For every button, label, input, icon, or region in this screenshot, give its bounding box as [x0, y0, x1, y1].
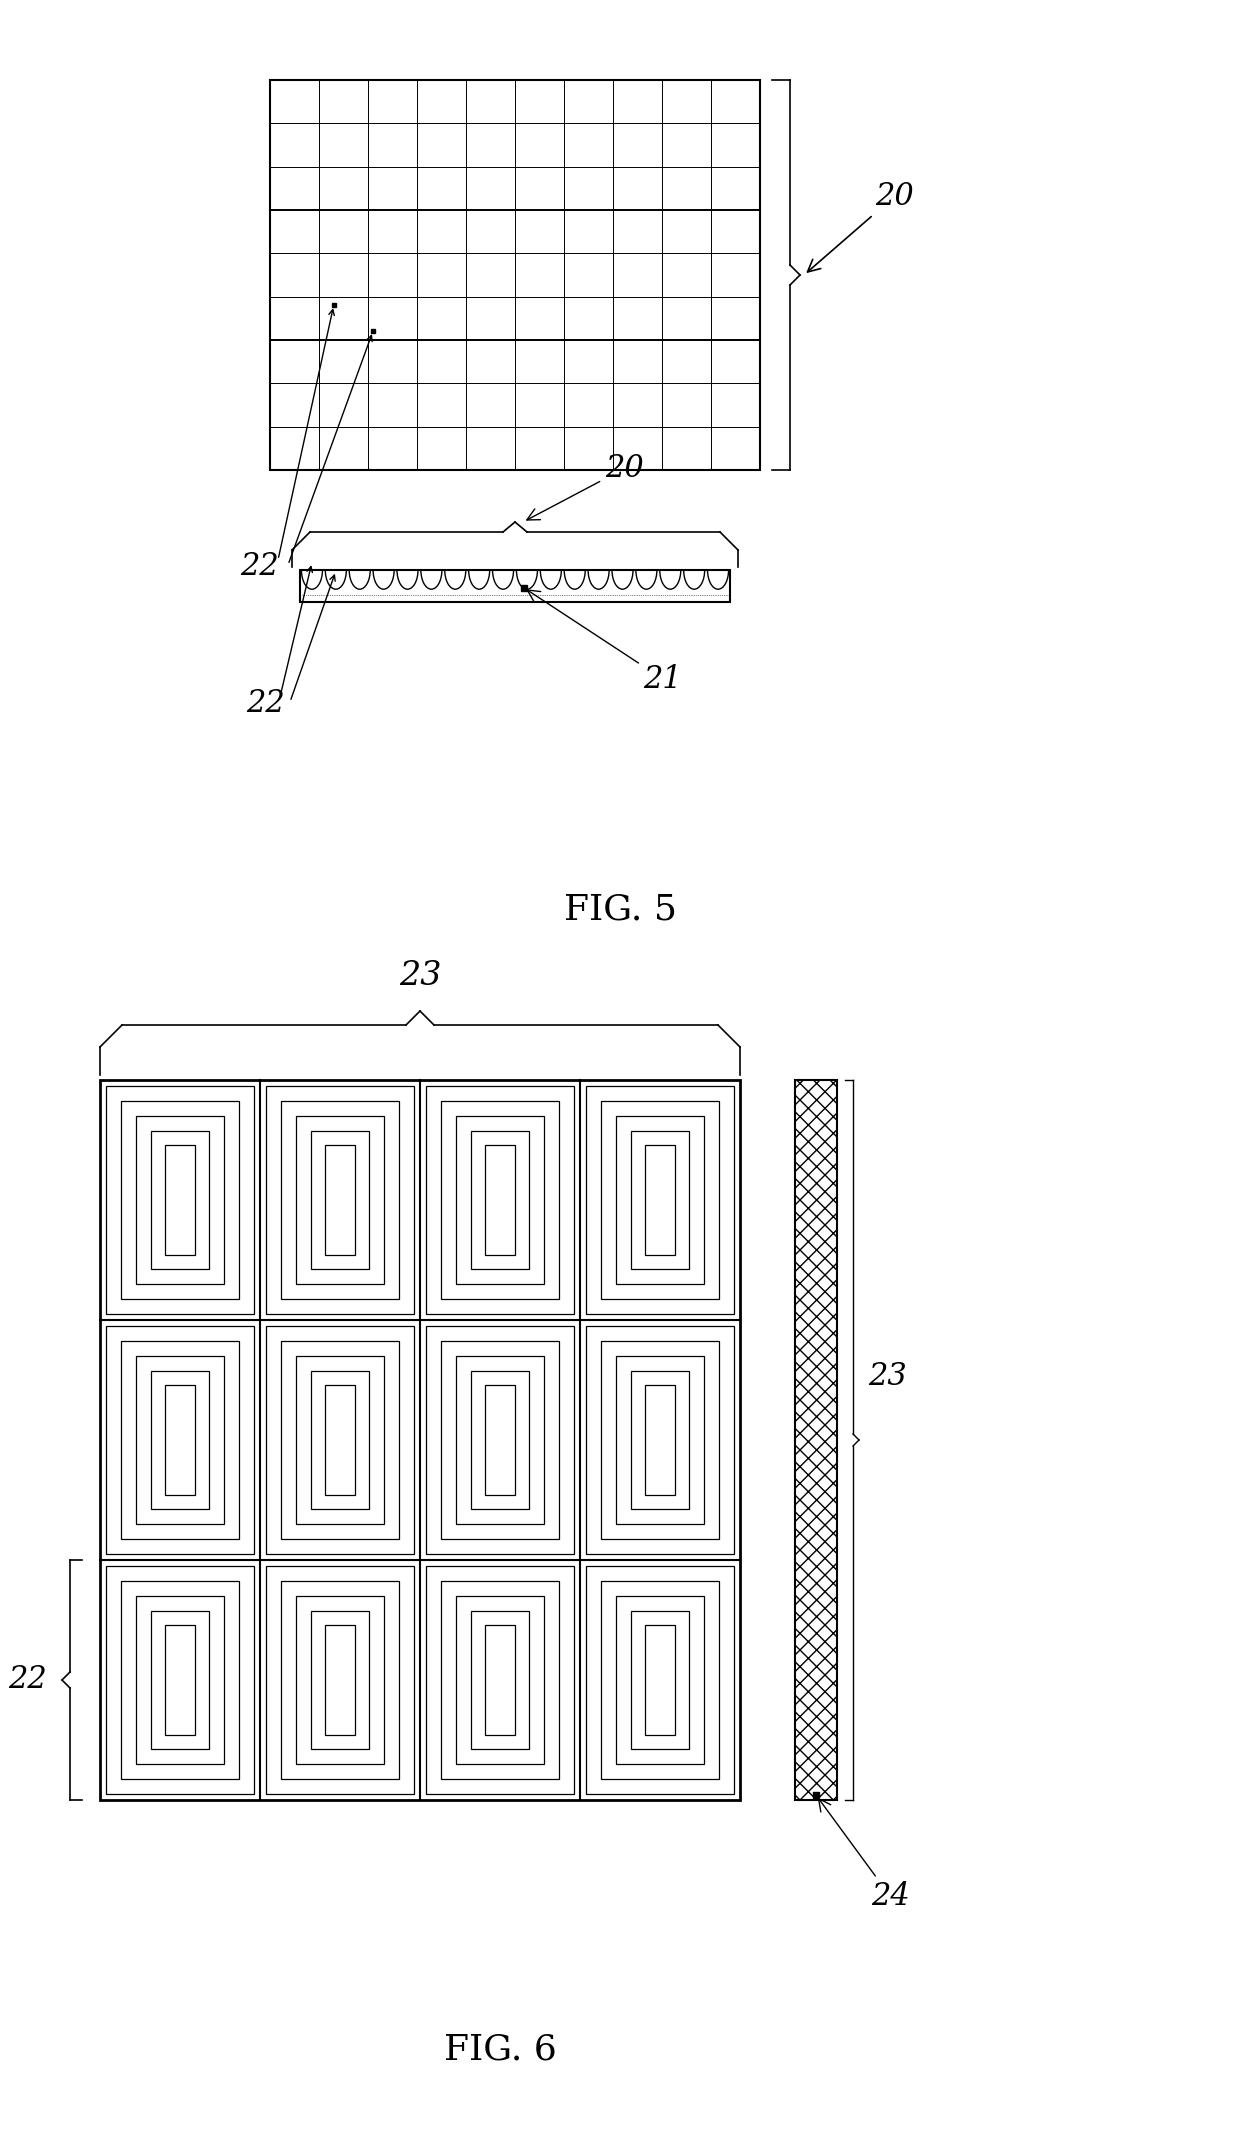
Bar: [325, 1145, 355, 1255]
Bar: [281, 1100, 399, 1298]
Bar: [267, 1567, 414, 1794]
Text: 20: 20: [527, 453, 644, 520]
Bar: [631, 1371, 689, 1509]
Bar: [456, 1597, 544, 1764]
Bar: [281, 1582, 399, 1779]
Bar: [122, 1582, 239, 1779]
Bar: [122, 1341, 239, 1539]
Text: 22: 22: [7, 1665, 46, 1696]
Bar: [150, 1371, 210, 1509]
Bar: [107, 1326, 254, 1554]
Bar: [645, 1386, 675, 1496]
Bar: [441, 1100, 559, 1298]
Bar: [136, 1356, 224, 1524]
Bar: [631, 1610, 689, 1749]
Bar: [485, 1145, 515, 1255]
Text: 20: 20: [807, 181, 914, 273]
Bar: [296, 1597, 384, 1764]
Bar: [470, 1610, 529, 1749]
Bar: [300, 569, 730, 602]
Bar: [427, 1087, 574, 1313]
Bar: [100, 1081, 740, 1801]
Bar: [122, 1100, 239, 1298]
Bar: [616, 1356, 704, 1524]
Bar: [645, 1145, 675, 1255]
Bar: [441, 1582, 559, 1779]
Bar: [150, 1130, 210, 1270]
Text: 23: 23: [868, 1360, 906, 1393]
Bar: [310, 1371, 370, 1509]
Bar: [631, 1130, 689, 1270]
Bar: [601, 1341, 719, 1539]
Bar: [325, 1625, 355, 1734]
Bar: [616, 1597, 704, 1764]
Bar: [107, 1087, 254, 1313]
Bar: [296, 1356, 384, 1524]
Bar: [616, 1115, 704, 1285]
Text: 24: 24: [818, 1799, 910, 1913]
Bar: [645, 1625, 675, 1734]
Bar: [267, 1087, 414, 1313]
Bar: [310, 1610, 370, 1749]
Text: 22: 22: [246, 688, 284, 720]
Bar: [587, 1326, 734, 1554]
Bar: [165, 1625, 195, 1734]
Bar: [165, 1386, 195, 1496]
Bar: [587, 1087, 734, 1313]
Bar: [136, 1597, 224, 1764]
Bar: [281, 1341, 399, 1539]
Bar: [136, 1115, 224, 1285]
Bar: [270, 80, 760, 471]
Bar: [165, 1145, 195, 1255]
Bar: [601, 1100, 719, 1298]
Text: 23: 23: [399, 961, 441, 993]
Bar: [795, 1081, 837, 1801]
Bar: [485, 1625, 515, 1734]
Bar: [470, 1130, 529, 1270]
Bar: [325, 1386, 355, 1496]
Bar: [470, 1371, 529, 1509]
Bar: [441, 1341, 559, 1539]
Bar: [310, 1130, 370, 1270]
Bar: [427, 1567, 574, 1794]
Bar: [150, 1610, 210, 1749]
Text: FIG. 6: FIG. 6: [444, 2033, 557, 2067]
Text: FIG. 5: FIG. 5: [563, 894, 677, 926]
Bar: [795, 1081, 837, 1801]
Bar: [456, 1356, 544, 1524]
Bar: [296, 1115, 384, 1285]
Bar: [485, 1386, 515, 1496]
Bar: [427, 1326, 574, 1554]
Bar: [601, 1582, 719, 1779]
Bar: [587, 1567, 734, 1794]
Bar: [267, 1326, 414, 1554]
Text: 21: 21: [527, 591, 682, 694]
Text: 22: 22: [241, 550, 279, 582]
Bar: [107, 1567, 254, 1794]
Bar: [456, 1115, 544, 1285]
